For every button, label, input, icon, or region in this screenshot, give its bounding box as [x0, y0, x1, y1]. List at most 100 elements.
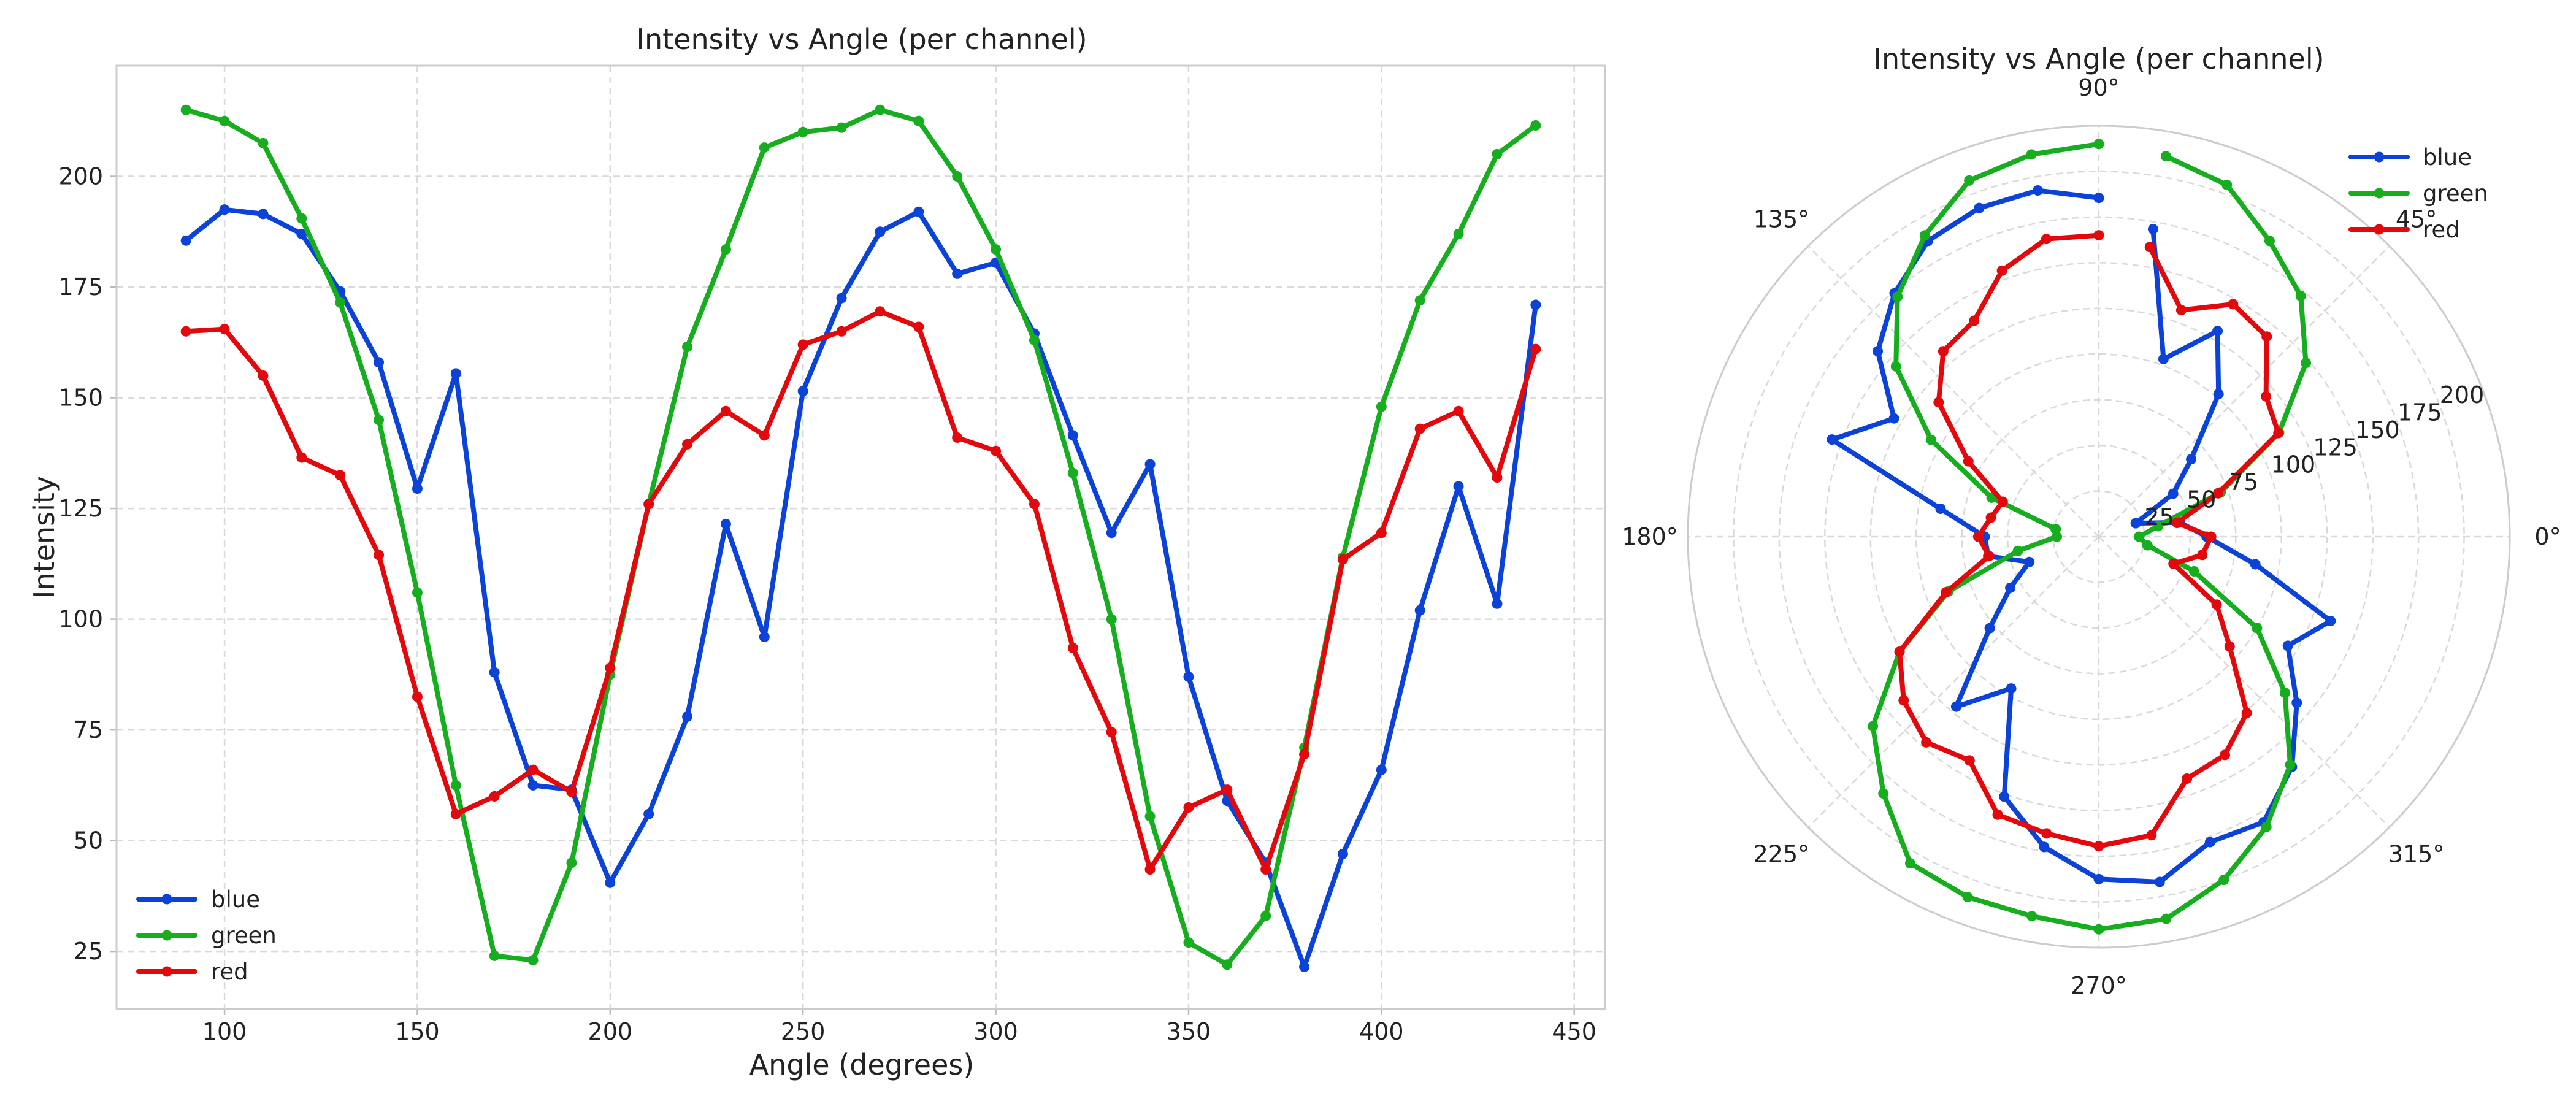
polar-series-red-point [2146, 830, 2157, 841]
polar-series-red-point [1898, 695, 1909, 706]
polar-series-red-point [2261, 331, 2272, 342]
series-green-point [258, 137, 269, 148]
polar-series-blue-point [1974, 202, 1985, 213]
polar-series-red-point [2041, 234, 2052, 245]
series-blue-point [1144, 459, 1156, 470]
legend-swatch-marker [161, 966, 172, 977]
series-red [180, 306, 1541, 875]
series-red-point [219, 324, 230, 335]
x-tick-label: 100 [202, 1018, 247, 1045]
polar-series-green-point [2026, 149, 2037, 160]
polar-series-red-point [2144, 242, 2155, 253]
polar-radius-label: 125 [2313, 434, 2358, 461]
polar-legend-swatch-marker [2374, 151, 2385, 163]
legend-item-blue: blue [136, 886, 260, 913]
series-blue-point [180, 235, 191, 246]
polar-series-red-point [2273, 427, 2284, 439]
polar-series-blue-point [2154, 876, 2165, 887]
polar-series-blue-point [2147, 224, 2158, 235]
series-blue-point [1106, 527, 1117, 539]
polar-series-red-point [2261, 391, 2272, 402]
polar-series-blue-point [2291, 697, 2302, 708]
polar-series-green-point [2264, 236, 2275, 247]
series-blue-point [1299, 961, 1310, 972]
series-green-point [1106, 614, 1117, 625]
series-red-point [643, 499, 654, 510]
series-red-point [527, 764, 539, 775]
series-green-point [489, 950, 500, 961]
polar-grid [1687, 125, 2511, 949]
polar-series-red-point [2168, 558, 2179, 569]
polar-series-red-point [1938, 346, 1949, 357]
series-red-point [258, 370, 269, 381]
series-red-point [1337, 554, 1348, 565]
series-green-point [219, 115, 230, 126]
polar-series-green-point [2134, 531, 2145, 542]
series-red-point [1222, 784, 1233, 795]
y-tick-label: 125 [58, 495, 103, 522]
polar-series-red-point [1963, 456, 1974, 467]
polar-legend-item-green: green [2348, 180, 2488, 207]
y-axis-label: Intensity [28, 476, 61, 599]
series-red-point [335, 470, 346, 481]
polar-series-green-point [1868, 721, 1879, 732]
polar-chart: Intensity vs Angle (per channel) 0°45°90… [1622, 42, 2561, 999]
polar-series-blue-point [1888, 413, 1899, 424]
series-blue-point [875, 226, 886, 237]
series-blue-point [1453, 481, 1464, 492]
legend-swatch-marker [161, 894, 172, 905]
polar-legend-label: red [2423, 217, 2460, 243]
polar-series-red [1894, 230, 2284, 852]
series-green-point [759, 142, 770, 153]
series-red-point [1414, 423, 1425, 434]
polar-legend-label: blue [2423, 144, 2472, 171]
polar-series-red-point [2197, 550, 2208, 561]
polar-series-blue-point [2039, 841, 2050, 853]
polar-series-green-point [2295, 291, 2306, 302]
series-red-point [489, 791, 500, 802]
polar-series-red-point [1985, 512, 1996, 523]
polar-series-blue-point [2006, 683, 2017, 694]
y-tick-label: 25 [74, 938, 103, 965]
polar-series-red-point [1972, 531, 1984, 542]
series-green-point [1492, 148, 1503, 159]
polar-series-red-point [2093, 230, 2104, 241]
polar-series-red-point [2172, 518, 2183, 529]
series-blue-point [836, 293, 847, 304]
polar-series-red-point [1941, 587, 1952, 598]
cartesian-chart: Intensity vs Angle (per channel) 100 150 2… [28, 23, 1606, 1081]
legend-item-red: red [136, 959, 248, 985]
polar-series-red-point [2241, 707, 2252, 718]
polar-radius-label: 175 [2398, 399, 2442, 426]
series-red-point [1530, 343, 1541, 355]
series-red-line [183, 309, 1538, 872]
polar-series-green-point [2142, 540, 2153, 551]
series-red-point [759, 430, 770, 441]
polar-series-blue-point [1984, 623, 1995, 634]
polar-angle-label: 315° [2388, 841, 2445, 868]
polar-series-green-point [1962, 892, 1973, 903]
polar-legend-swatch-marker [2374, 224, 2385, 235]
polar-radius-label: 150 [2355, 416, 2400, 443]
series-red-point [1299, 749, 1310, 760]
series-green-point [836, 122, 847, 133]
cartesian-legend: blue green red [136, 886, 277, 985]
polar-legend-swatch-marker [2374, 188, 2385, 199]
y-tick-label: 175 [58, 274, 103, 301]
x-tick-label: 350 [1167, 1018, 1211, 1045]
polar-angle-label: 180° [1622, 523, 1678, 550]
legend-label: blue [211, 886, 260, 913]
legend-swatch-marker [161, 930, 172, 941]
polar-series-red-point [1921, 737, 1932, 748]
legend-label: red [211, 959, 248, 985]
series-green-point [566, 857, 577, 868]
series-blue-line [183, 207, 1538, 970]
polar-radius-label: 25 [2144, 504, 2174, 531]
polar-series-red-point [2175, 305, 2187, 316]
polar-legend-label: green [2423, 180, 2488, 207]
polar-series-blue-point [2282, 640, 2293, 651]
polar-series-red-point [2206, 531, 2217, 542]
polar-series-green-point [1919, 230, 1930, 241]
series-green-point [1530, 120, 1541, 131]
series-green-point [913, 115, 924, 126]
